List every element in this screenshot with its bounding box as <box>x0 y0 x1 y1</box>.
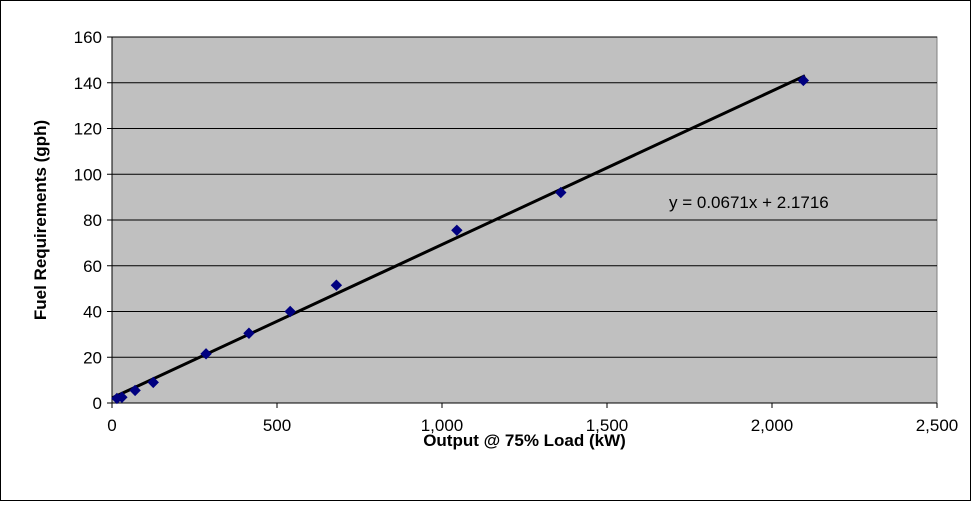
data-point <box>555 186 567 199</box>
data-point <box>284 305 296 318</box>
y-axis: 0 20 40 60 80 100 120 140 160 <box>74 28 113 413</box>
data-point <box>797 74 810 87</box>
y-tick-label: 0 <box>93 394 102 413</box>
x-tick-label: 1,500 <box>586 416 629 435</box>
data-point <box>129 384 141 397</box>
data-point <box>116 391 128 403</box>
y-tick-label: 80 <box>83 211 102 230</box>
x-axis-title: Output @ 75% Load (kW) <box>423 431 626 450</box>
y-tick-label: 140 <box>74 74 102 93</box>
x-tick-label: 2,000 <box>751 416 794 435</box>
trendline-group <box>111 74 806 400</box>
x-axis: 0 500 1,000 1,500 2,000 2,500 <box>107 402 959 435</box>
data-point <box>451 224 463 237</box>
trendline-equation: y = 0.0671x + 2.1716 <box>669 193 829 212</box>
x-tick-label: 500 <box>263 416 291 435</box>
y-tick-label: 60 <box>83 257 102 276</box>
trendline <box>111 74 806 400</box>
y-tick-label: 40 <box>83 303 102 322</box>
y-axis-title: Fuel Requirements (gph) <box>31 120 50 320</box>
data-points <box>111 74 810 405</box>
gridlines <box>112 36 937 358</box>
y-tick-label: 120 <box>74 120 102 139</box>
data-point <box>147 376 159 389</box>
x-tick-label: 1,000 <box>421 416 464 435</box>
y-tick-label: 20 <box>83 348 102 367</box>
y-tick-label: 100 <box>74 165 102 184</box>
x-tick-label: 2,500 <box>916 416 959 435</box>
data-point <box>330 279 343 291</box>
data-point <box>200 348 212 360</box>
x-tick-label: 0 <box>107 416 116 435</box>
y-tick-label: 160 <box>74 28 102 47</box>
data-point <box>243 327 255 339</box>
